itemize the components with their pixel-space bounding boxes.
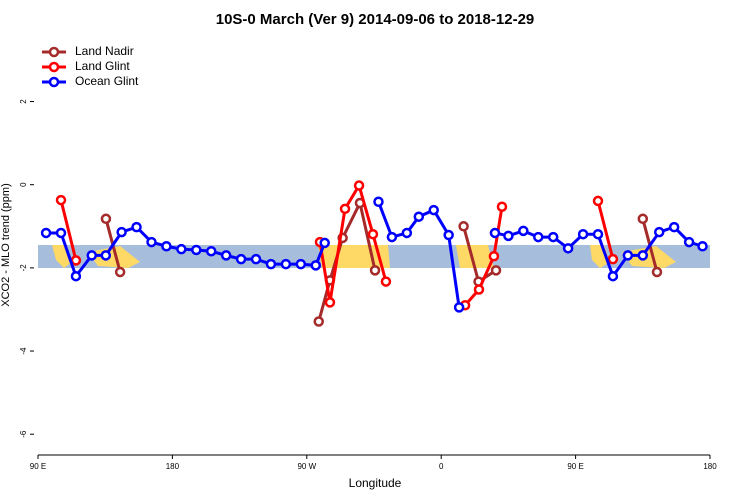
point <box>637 250 649 261</box>
point <box>324 297 336 308</box>
point <box>191 244 202 256</box>
series-line <box>59 181 615 307</box>
x-tick-label: 180 <box>703 462 717 471</box>
point <box>413 211 425 222</box>
point <box>114 266 126 278</box>
point <box>313 316 324 327</box>
point <box>265 258 277 270</box>
point <box>295 258 307 270</box>
point <box>339 203 351 215</box>
point <box>70 255 82 266</box>
y-axis-label: XCO2 - MLO trend (ppm) <box>0 183 12 306</box>
legend-marker <box>48 46 60 58</box>
legend-label: Land Nadir <box>75 44 134 58</box>
point <box>40 227 52 239</box>
x-axis-label: Longitude <box>349 476 402 490</box>
point <box>367 228 379 240</box>
point <box>55 194 67 206</box>
x-tick-label: 180 <box>166 462 180 471</box>
point <box>651 266 663 278</box>
point <box>161 240 172 252</box>
y-tick-label: -6 <box>19 430 28 438</box>
point <box>310 260 322 271</box>
x-tick-label: 90 E <box>567 462 583 471</box>
point <box>683 236 695 248</box>
point <box>653 226 665 238</box>
point <box>250 253 262 265</box>
point <box>489 227 501 239</box>
point <box>592 195 604 207</box>
point <box>353 180 365 191</box>
point <box>533 231 544 243</box>
point <box>86 250 98 261</box>
legend-label: Ocean Glint <box>75 74 139 88</box>
point <box>577 228 589 240</box>
y-tick-label: 0 <box>19 182 28 187</box>
point <box>453 302 465 313</box>
x-tick-label: 90 E <box>30 462 46 471</box>
point <box>562 243 574 254</box>
point <box>518 225 529 237</box>
y-tick-label: -4 <box>19 347 28 355</box>
point <box>458 221 469 232</box>
point <box>380 276 392 287</box>
point <box>373 196 384 208</box>
point <box>235 253 247 265</box>
point <box>369 265 381 276</box>
land-shape <box>88 246 140 268</box>
point <box>443 229 454 241</box>
point <box>637 213 649 225</box>
point <box>401 227 413 239</box>
point <box>55 227 67 239</box>
point <box>607 270 619 282</box>
point <box>488 250 500 262</box>
point <box>473 284 485 295</box>
point <box>146 236 157 248</box>
point <box>622 250 634 261</box>
legend-marker <box>48 61 60 73</box>
point <box>70 270 82 282</box>
point <box>131 221 142 233</box>
x-tick-label: 90 W <box>297 462 316 471</box>
point <box>220 250 232 261</box>
land-shape <box>622 246 676 268</box>
point <box>607 253 619 265</box>
legend-label: Land Glint <box>75 59 130 73</box>
point <box>697 240 708 252</box>
point <box>319 237 330 249</box>
point <box>490 265 502 276</box>
x-tick-label: 0 <box>439 462 444 471</box>
point <box>100 250 112 261</box>
chart-title: 10S-0 March (Ver 9) 2014-09-06 to 2018-1… <box>216 11 535 28</box>
y-tick-label: 2 <box>19 99 28 104</box>
point <box>116 226 127 238</box>
point <box>592 228 604 240</box>
point <box>547 231 559 243</box>
legend-marker <box>48 76 60 88</box>
point <box>280 258 292 270</box>
point <box>205 245 217 257</box>
y-tick-label: -2 <box>19 264 28 272</box>
land-shape <box>456 245 494 268</box>
point <box>668 221 680 233</box>
point <box>503 230 514 242</box>
point <box>428 204 439 216</box>
point <box>496 201 508 212</box>
point <box>100 213 112 225</box>
point <box>386 231 398 243</box>
point <box>176 243 187 255</box>
